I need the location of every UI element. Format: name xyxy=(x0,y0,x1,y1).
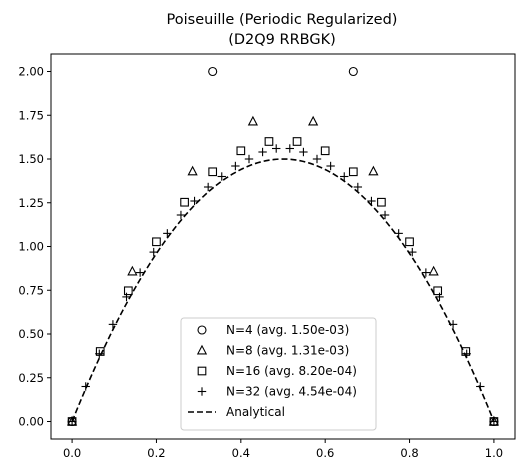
y-tick-label: 0.50 xyxy=(18,327,44,341)
plus-point xyxy=(408,247,417,257)
legend-triangle-swatch xyxy=(196,344,208,355)
plus-point xyxy=(258,147,267,157)
plus-point xyxy=(67,417,77,426)
plus-point xyxy=(462,349,471,358)
plus-point xyxy=(217,172,226,181)
y-tick-label: 1.00 xyxy=(18,240,44,254)
plus-point xyxy=(489,417,499,426)
plus-point xyxy=(435,292,444,302)
legend-entry: Analytical xyxy=(188,405,285,419)
analytical-curve xyxy=(71,158,495,422)
square-point xyxy=(264,137,274,146)
x-tick-label: 0.0 xyxy=(63,446,81,460)
plus-point xyxy=(108,320,118,329)
square-point xyxy=(320,146,330,156)
plus-point xyxy=(190,196,199,206)
triangle-point xyxy=(127,265,138,276)
square-point xyxy=(236,146,246,156)
y-tick-label: 1.75 xyxy=(18,108,44,122)
series-plus xyxy=(67,144,499,426)
circle-point xyxy=(208,66,218,77)
x-tick-label: 0.8 xyxy=(400,446,418,460)
legend-entry: N=16 (avg. 8.20e-04) xyxy=(197,364,357,378)
legend-entry: N=32 (avg. 4.54e-04) xyxy=(197,385,357,399)
plus-point xyxy=(394,229,403,238)
plus-point xyxy=(476,382,485,391)
x-tick-label: 0.4 xyxy=(232,446,250,460)
y-tick-label: 1.50 xyxy=(18,152,44,166)
square-point xyxy=(152,237,161,247)
square-point xyxy=(123,286,133,296)
plus-point xyxy=(95,349,104,358)
plus-point xyxy=(122,292,131,302)
chart-title-line-2: (D2Q9 RRBGK) xyxy=(228,32,336,48)
triangle-point xyxy=(308,115,319,126)
x-tick-label: 0.2 xyxy=(147,446,165,460)
plus-point xyxy=(380,210,390,220)
legend-plus-swatch xyxy=(197,387,207,396)
x-tick-label: 1.0 xyxy=(485,446,503,460)
x-tick-label: 0.6 xyxy=(316,446,334,460)
axes: 0.0 0.2 0.4 0.6 0.8 1.0 0.00 0.25 0.50 0.75 1.00 1.… xyxy=(18,53,516,460)
plus-point xyxy=(231,161,240,171)
plus-point xyxy=(299,147,308,157)
square-point xyxy=(405,237,414,247)
chart-title-line-1: Poiseuille (Periodic Regularized) xyxy=(167,12,398,28)
legend-box xyxy=(180,317,377,431)
plus-point xyxy=(203,182,213,192)
y-tick-label: 0.25 xyxy=(18,371,44,385)
y-tick-label: 0.00 xyxy=(18,415,44,429)
plus-point xyxy=(312,154,322,164)
data-markers xyxy=(66,66,500,427)
legend: N=4 (avg. 1.50e-03) N=8 (avg. 1.31e-03) N=… xyxy=(180,317,377,431)
legend-label: N=4 (avg. 1.50e-03) xyxy=(226,323,349,337)
plus-point xyxy=(367,196,376,206)
y-tick-label: 1.25 xyxy=(18,196,44,210)
plus-point xyxy=(272,144,281,153)
legend-entry: N=4 (avg. 1.50e-03) xyxy=(197,323,349,337)
legend-square-swatch xyxy=(197,366,207,376)
square-point xyxy=(292,137,302,146)
plus-point xyxy=(421,268,431,277)
analytical-curve-group xyxy=(71,158,495,422)
square-point xyxy=(377,197,386,207)
square-point xyxy=(461,347,471,356)
legend-label: Analytical xyxy=(226,405,285,419)
plus-point xyxy=(163,229,172,238)
plus-point xyxy=(81,382,90,391)
plus-point xyxy=(353,182,363,192)
plus-point xyxy=(340,172,349,181)
square-point xyxy=(180,197,189,207)
series-square xyxy=(67,137,499,426)
legend-label: N=16 (avg. 8.20e-04) xyxy=(226,364,357,378)
triangle-point xyxy=(187,165,198,176)
plus-point xyxy=(149,247,158,257)
triangle-point xyxy=(247,115,258,126)
triangle-point xyxy=(428,265,439,276)
legend-label: N=32 (avg. 4.54e-04) xyxy=(226,385,357,399)
square-point xyxy=(95,347,105,356)
square-point xyxy=(433,286,443,296)
legend-label: N=8 (avg. 1.31e-03) xyxy=(226,344,349,358)
plus-point xyxy=(244,154,254,164)
legend-entry: N=8 (avg. 1.31e-03) xyxy=(196,344,349,358)
plus-point xyxy=(285,144,294,153)
triangle-point xyxy=(368,165,379,176)
y-tick-label: 2.00 xyxy=(18,65,44,79)
square-point xyxy=(208,167,218,177)
plus-point xyxy=(326,161,335,171)
plus-point xyxy=(448,320,458,329)
plus-point xyxy=(176,210,186,220)
legend-circle-swatch xyxy=(197,325,207,335)
square-point xyxy=(348,167,358,177)
plus-point xyxy=(135,268,145,277)
y-tick-label: 0.75 xyxy=(18,283,44,297)
circle-point xyxy=(348,66,358,77)
